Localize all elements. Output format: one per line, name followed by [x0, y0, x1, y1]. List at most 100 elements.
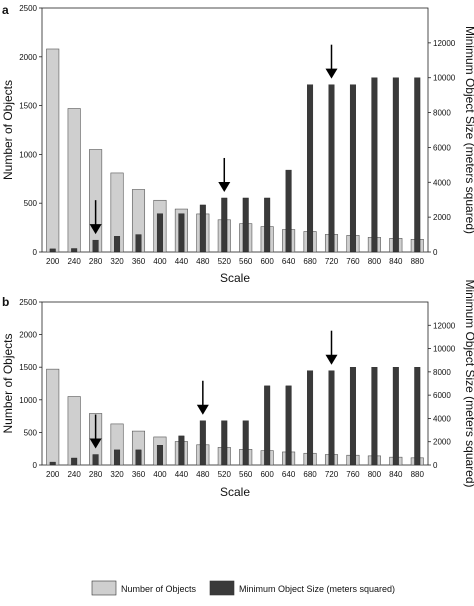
x-axis-title: Scale [220, 271, 250, 285]
x-tick-label-440: 440 [175, 470, 189, 479]
bar-minimum-object-size-600 [264, 385, 271, 466]
x-tick-label-720: 720 [325, 470, 339, 479]
bar-minimum-object-size-520 [221, 197, 228, 253]
bar-minimum-object-size-200 [49, 248, 56, 253]
bar-minimum-object-size-680 [307, 370, 314, 466]
y-tick-label-1000: 1000 [19, 396, 37, 405]
bar-minimum-object-size-720 [328, 370, 335, 466]
bar-minimum-object-size-560 [242, 197, 249, 253]
y2-axis-title: Minimum Object Size (meters squared) [463, 279, 474, 487]
x-tick-label-200: 200 [46, 257, 60, 266]
bar-minimum-object-size-560 [242, 420, 249, 466]
panel-letter: b [2, 295, 9, 309]
y2-tick-label-4000: 4000 [433, 414, 451, 423]
x-tick-label-840: 840 [389, 470, 403, 479]
x-tick-label-520: 520 [218, 470, 232, 479]
y2-tick-label-0: 0 [433, 461, 438, 470]
bar-minimum-object-size-280 [92, 454, 99, 466]
bar-minimum-object-size-880 [414, 77, 421, 253]
y-tick-label-1500: 1500 [19, 363, 37, 372]
x-tick-label-320: 320 [110, 257, 124, 266]
x-tick-label-280: 280 [89, 470, 103, 479]
bar-minimum-object-size-840 [392, 367, 399, 466]
x-tick-label-680: 680 [303, 257, 317, 266]
bar-minimum-object-size-840 [392, 77, 399, 253]
bar-minimum-object-size-760 [349, 367, 356, 466]
y-tick-label-500: 500 [24, 428, 38, 437]
bar-minimum-object-size-280 [92, 239, 99, 253]
bar-minimum-object-size-600 [264, 197, 271, 253]
y-tick-label-1000: 1000 [19, 150, 37, 159]
x-tick-label-680: 680 [303, 470, 317, 479]
y-tick-label-500: 500 [24, 199, 38, 208]
y-tick-label-0: 0 [33, 461, 38, 470]
legend-swatch-minimum-object-size [209, 580, 235, 596]
y2-tick-label-8000: 8000 [433, 368, 451, 377]
bar-minimum-object-size-440 [178, 435, 185, 466]
bar-minimum-object-size-680 [307, 84, 314, 253]
bar-minimum-object-size-480 [199, 204, 206, 253]
y2-tick-label-0: 0 [433, 248, 438, 257]
bar-minimum-object-size-360 [135, 449, 142, 466]
x-tick-label-400: 400 [153, 470, 167, 479]
bar-minimum-object-size-400 [156, 213, 163, 253]
x-tick-label-720: 720 [325, 257, 339, 266]
arrow-annotation-480 [196, 380, 209, 415]
y-axis-title: Number of Objects [1, 80, 15, 180]
legend-label-number-of-objects: Number of Objects [121, 584, 197, 594]
x-tick-label-880: 880 [411, 257, 425, 266]
arrow-annotation-280 [89, 200, 102, 235]
y2-tick-label-10000: 10000 [433, 74, 456, 83]
bar-number-of-objects-200 [46, 368, 60, 466]
bar-minimum-object-size-240 [71, 248, 78, 253]
y2-tick-label-4000: 4000 [433, 178, 451, 187]
x-tick-label-240: 240 [67, 470, 81, 479]
y2-axis-title: Minimum Object Size (meters squared) [463, 26, 474, 234]
bar-minimum-object-size-720 [328, 84, 335, 253]
x-tick-label-440: 440 [175, 257, 189, 266]
bar-minimum-object-size-400 [156, 445, 163, 466]
y-tick-label-0: 0 [33, 248, 38, 257]
x-tick-label-400: 400 [153, 257, 167, 266]
x-tick-label-760: 760 [346, 257, 360, 266]
bar-minimum-object-size-880 [414, 367, 421, 466]
x-tick-label-360: 360 [132, 470, 146, 479]
plot-frame [41, 301, 429, 466]
x-tick-label-560: 560 [239, 470, 253, 479]
y-tick-label-2500: 2500 [19, 4, 37, 13]
x-axis-title: Scale [220, 485, 250, 499]
y2-tick-label-2000: 2000 [433, 438, 451, 447]
bar-number-of-objects-240 [67, 396, 81, 466]
arrow-annotation-520 [218, 157, 231, 192]
y-axis-title: Number of Objects [1, 333, 15, 433]
bar-minimum-object-size-320 [114, 236, 121, 253]
x-tick-label-520: 520 [218, 257, 232, 266]
bar-minimum-object-size-440 [178, 213, 185, 253]
bar-minimum-object-size-800 [371, 77, 378, 253]
x-tick-label-600: 600 [260, 257, 274, 266]
x-tick-label-480: 480 [196, 470, 210, 479]
panel-letter: a [2, 3, 9, 17]
y2-tick-label-10000: 10000 [433, 345, 456, 354]
y2-tick-label-12000: 12000 [433, 39, 456, 48]
y2-tick-label-6000: 6000 [433, 143, 451, 152]
x-tick-label-800: 800 [368, 257, 382, 266]
y2-tick-label-6000: 6000 [433, 391, 451, 400]
arrow-annotation-720 [325, 44, 338, 79]
x-tick-label-480: 480 [196, 257, 210, 266]
bar-minimum-object-size-200 [49, 461, 56, 466]
x-tick-label-280: 280 [89, 257, 103, 266]
chart-panel-b: b 0 500 1000 1500 2000 2500 0 2000 4000 6000 8000 10… [1, 279, 474, 499]
bar-minimum-object-size-360 [135, 234, 142, 253]
bar-number-of-objects-240 [67, 108, 81, 253]
x-tick-label-600: 600 [260, 470, 274, 479]
bar-minimum-object-size-640 [285, 169, 292, 253]
y-tick-label-2000: 2000 [19, 53, 37, 62]
x-tick-label-640: 640 [282, 257, 296, 266]
x-tick-label-560: 560 [239, 257, 253, 266]
bar-number-of-objects-200 [46, 48, 60, 253]
arrow-annotation-280 [89, 414, 102, 449]
bar-minimum-object-size-480 [199, 420, 206, 466]
bar-minimum-object-size-240 [71, 457, 78, 466]
